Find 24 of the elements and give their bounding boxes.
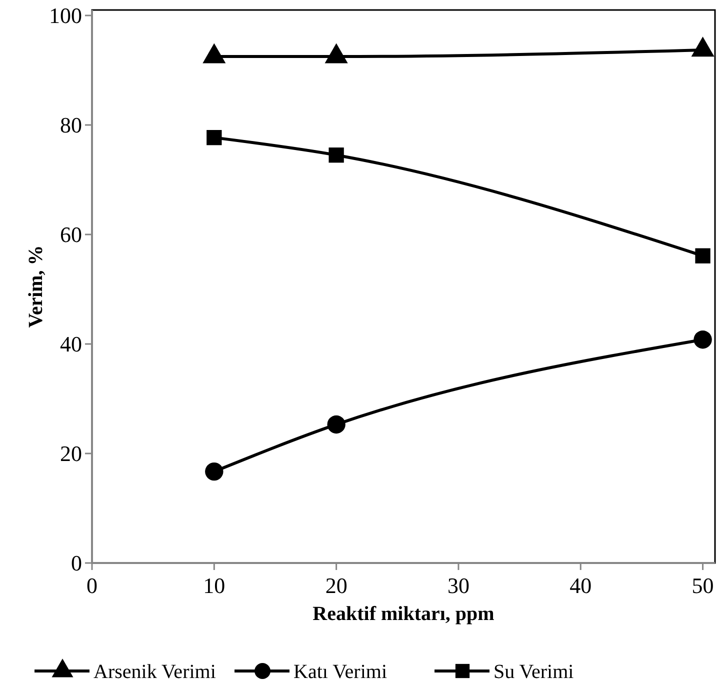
legend-label: Katı Verimi — [294, 661, 388, 683]
point — [694, 330, 712, 349]
point — [691, 36, 714, 57]
y-tick-label: 40 — [60, 332, 82, 357]
x-tick-label: 0 — [86, 573, 98, 598]
x-tick-label: 30 — [447, 573, 470, 598]
y-tick-label: 20 — [60, 441, 82, 466]
x-tick-label: 50 — [692, 573, 714, 598]
point — [327, 415, 346, 434]
x-tick-label: 20 — [325, 573, 348, 598]
point — [205, 462, 224, 481]
legend-label: Arsenik Verimi — [94, 661, 216, 683]
y-tick-label: 0 — [71, 550, 82, 576]
y-tick-label: 100 — [49, 3, 82, 28]
y-tick-label: 60 — [60, 222, 82, 248]
y-tick-label: 80 — [60, 112, 82, 138]
point — [202, 43, 226, 64]
x-tick-label: 10 — [203, 573, 226, 598]
point — [695, 248, 710, 264]
x-tick-label: 40 — [570, 573, 592, 598]
legend-label: Su Verimi — [494, 661, 574, 683]
x-axis-title: Reaktif miktarı, ppm — [312, 603, 495, 625]
point — [324, 43, 348, 64]
y-axis-title: Verim, % — [25, 245, 47, 328]
